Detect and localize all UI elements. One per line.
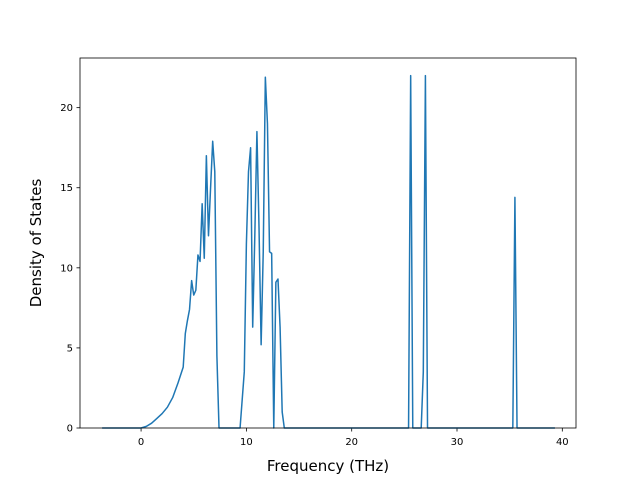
x-axis-label: Frequency (THz) <box>267 457 389 475</box>
x-tick-label: 40 <box>556 437 569 448</box>
x-tick-label: 0 <box>138 437 144 448</box>
x-tick-label: 20 <box>345 437 358 448</box>
dos-series-line <box>102 74 555 429</box>
y-tick-label: 20 <box>60 103 73 114</box>
x-tick-label: 30 <box>451 437 464 448</box>
y-tick-label: 0 <box>67 424 73 435</box>
x-tick-label: 10 <box>240 437 253 448</box>
y-tick-label: 10 <box>60 263 73 274</box>
y-tick-label: 5 <box>67 343 73 354</box>
y-axis-label: Density of States <box>27 179 45 308</box>
axis-ticks: 0 10 20 30 40 0 5 10 15 20 <box>60 103 568 448</box>
plot-frame <box>79 57 577 429</box>
y-tick-label: 15 <box>60 183 73 194</box>
